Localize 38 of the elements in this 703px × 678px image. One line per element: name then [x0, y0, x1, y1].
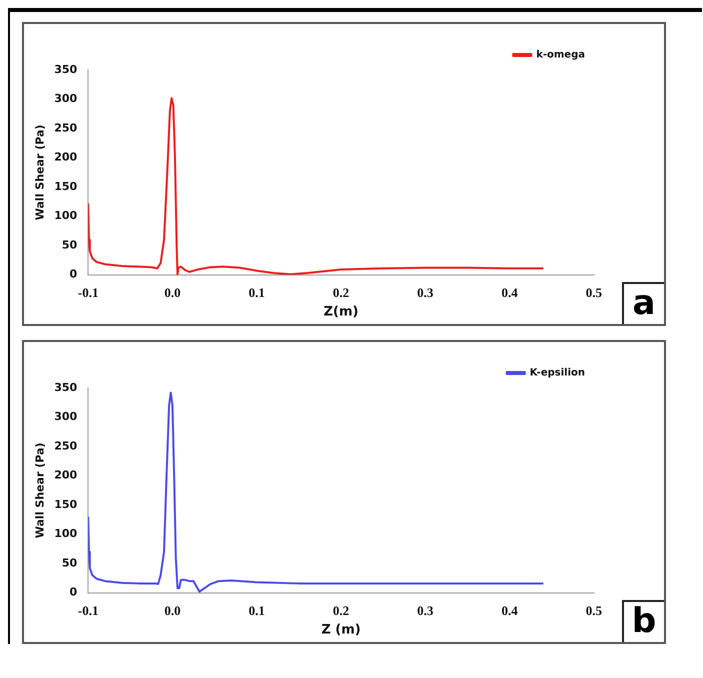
- y-tick-label: 350: [54, 380, 78, 394]
- y-tick-label: 200: [54, 150, 78, 164]
- x-tick-label: 0.0: [164, 602, 181, 618]
- x-tick-label: 0.3: [417, 284, 434, 300]
- y-axis-title: Wall Shear (Pa): [33, 442, 46, 538]
- x-tick-label: -0.1: [78, 284, 98, 300]
- y-tick-label: 150: [54, 498, 78, 511]
- x-tick-label: -0.1: [78, 602, 98, 618]
- y-axis-title: Wall Shear (Pa): [33, 124, 46, 220]
- x-tick-label: 0.0: [164, 284, 181, 300]
- y-tick-label: 250: [54, 121, 78, 134]
- y-tick-label: 0: [70, 268, 78, 281]
- y-tick-label: 50: [62, 556, 78, 570]
- x-tick-label: 0.5: [586, 284, 602, 300]
- y-tick-label: 50: [62, 238, 78, 252]
- y-tick-label: 300: [54, 410, 78, 424]
- x-tick-label: 0.2: [332, 284, 350, 300]
- x-axis-title: Z(m): [324, 304, 358, 320]
- y-tick-label: 100: [54, 209, 78, 222]
- y-tick-label: 300: [54, 92, 78, 106]
- x-axis-title: Z (m): [321, 622, 361, 638]
- y-tick-label: 350: [54, 62, 78, 76]
- y-tick-label: 200: [54, 468, 78, 482]
- x-tick-label: 0.3: [417, 602, 434, 618]
- y-tick-label: 250: [54, 439, 78, 452]
- x-tick-label: 0.1: [248, 602, 265, 618]
- legend-label: k-omega: [536, 50, 585, 61]
- y-tick-label: 100: [54, 527, 78, 540]
- x-tick-label: 0.1: [248, 284, 265, 300]
- y-tick-label: 150: [54, 180, 78, 193]
- x-tick-label: 0.4: [501, 602, 518, 618]
- x-tick-label: 0.5: [586, 602, 602, 618]
- legend-label: K-epsilion: [530, 368, 586, 379]
- y-tick-label: 0: [70, 586, 78, 599]
- x-tick-label: 0.2: [332, 602, 350, 618]
- text: b: [622, 600, 664, 642]
- text: a: [622, 282, 664, 324]
- x-tick-label: 0.4: [501, 284, 518, 300]
